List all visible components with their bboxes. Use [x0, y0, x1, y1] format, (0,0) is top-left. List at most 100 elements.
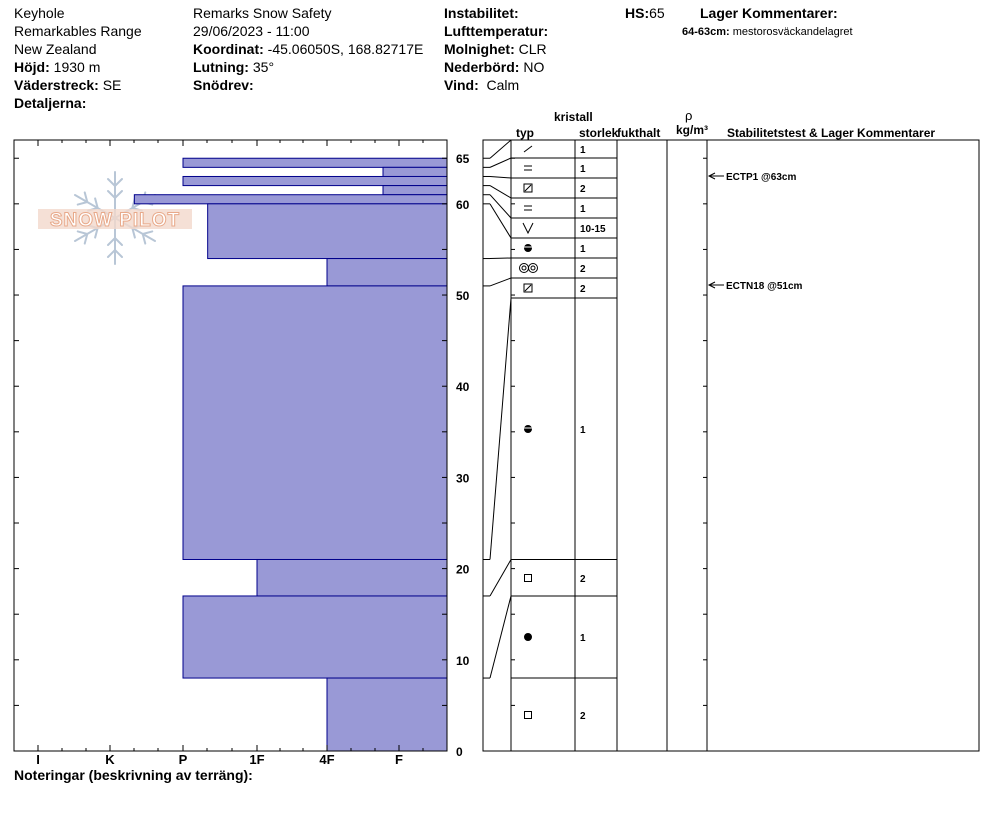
precipitation: Nederbörd: NO: [444, 59, 545, 75]
crystal-size: 1: [580, 425, 586, 436]
sky-cover: Molnighet: CLR: [444, 41, 547, 57]
depth-tick-label: 50: [456, 289, 470, 303]
crystal-size: 1: [580, 633, 586, 644]
hardness-label: I: [36, 752, 40, 767]
square-shape: [524, 574, 532, 582]
country: New Zealand: [14, 41, 97, 57]
crystal-size: 1: [580, 164, 586, 175]
hardness-bar: [326, 677, 448, 752]
snow-height: HS:65: [625, 5, 665, 21]
ring-left-inner: [521, 265, 527, 271]
stability-test-label: ECTN18 @51cm: [726, 281, 803, 292]
hardness-bar: [326, 258, 448, 287]
details: Detaljerna:: [14, 95, 87, 111]
v-stroke: [522, 222, 534, 235]
instability: Instabilitet:: [444, 5, 519, 21]
connector-line: [489, 203, 512, 239]
hardness-bar: [207, 203, 448, 260]
dot-shape: [524, 633, 532, 641]
depth-tick-label: 10: [456, 654, 470, 668]
depth-tick-label: 30: [456, 471, 470, 485]
equal-icon: [524, 205, 532, 211]
col-stability: Stabilitetstest & Lager Kommentarer: [727, 126, 935, 140]
location: Keyhole: [14, 5, 65, 21]
disc: [524, 244, 532, 252]
connector-line: [489, 139, 512, 159]
double-ring-icon: [519, 263, 538, 273]
stability-test-label: ECTP1 @63cm: [726, 172, 796, 183]
depth-tick-label: 65: [456, 152, 470, 166]
depth-tick-label: 0: [456, 745, 463, 759]
crystal-size: 10-15: [580, 224, 606, 235]
logo-banner: [38, 209, 192, 229]
box-diagonal: [524, 184, 532, 192]
disc: [524, 425, 532, 433]
half-disc-icon: [524, 244, 532, 252]
box-slash-icon: [523, 183, 533, 193]
box-diagonal: [524, 284, 532, 292]
crystal-size: 1: [580, 204, 586, 215]
layer-comment-item: 64-63cm: mestorosväckandelagret: [682, 26, 853, 38]
col-density-unit: kg/m³: [676, 123, 708, 137]
range: Remarkables Range: [14, 23, 142, 39]
crystal-size: 1: [580, 244, 586, 255]
hardness-bar: [382, 166, 448, 177]
connector-line: [489, 297, 512, 560]
depth-tick-label: 20: [456, 563, 470, 577]
dot-icon: [524, 633, 532, 641]
slash-stroke: [523, 145, 533, 153]
connector-line: [489, 185, 512, 199]
box: [523, 283, 533, 293]
square-shape: [524, 711, 532, 719]
arrow-left-icon: [707, 281, 716, 289]
crystal-size: 2: [580, 264, 586, 275]
hardness-bar: [256, 558, 448, 597]
observer: Remarks Snow Safety: [193, 5, 332, 21]
hardness-label: K: [105, 752, 115, 767]
col-crystal: kristall: [554, 110, 593, 124]
square-icon: [524, 711, 532, 719]
layer-comments-title: Lager Kommentarer:: [700, 5, 838, 21]
connector-line: [489, 559, 512, 597]
connector-line: [489, 257, 512, 260]
aspect: Väderstreck: SE: [14, 77, 122, 93]
arrow-left-icon: [707, 172, 716, 180]
v-icon: [522, 222, 534, 235]
box-slash-icon: [523, 283, 533, 293]
hardness-bar: [133, 194, 448, 205]
hardness-label: 1F: [249, 752, 264, 767]
hardness-frame: [13, 139, 448, 752]
coordinates: Koordinat: -45.06050S, 168.82717E: [193, 41, 424, 57]
slope: Lutning: 35°: [193, 59, 275, 75]
connector-line: [489, 157, 512, 168]
notes-label: Noteringar (beskrivning av terräng):: [14, 767, 253, 783]
equal-icon: [524, 165, 532, 171]
col-type: typ: [516, 126, 534, 140]
square-icon: [524, 574, 532, 582]
crystal-size: 1: [580, 145, 586, 156]
col-rho: ρ: [685, 108, 692, 123]
connector-line: [489, 277, 512, 287]
hardness-bar: [182, 285, 448, 560]
crystal-size: 2: [580, 574, 586, 585]
crystal-size: 2: [580, 184, 586, 195]
half-disc-icon: [524, 425, 532, 433]
hardness-bar: [182, 595, 448, 679]
connector-line: [489, 595, 512, 679]
wind: Vind: Calm: [444, 77, 520, 93]
datetime: 29/06/2023 - 11:00: [193, 23, 310, 39]
hardness-label: F: [395, 752, 403, 767]
ring-right-inner: [530, 265, 536, 271]
hardness-axis: 0 10 20 30 40 50 60 65 I K P 1F 4F F: [14, 140, 470, 767]
crystal-size: 2: [580, 711, 586, 722]
hardness-label: 4F: [319, 752, 334, 767]
air-temp: Lufttemperatur:: [444, 23, 549, 39]
slash-icon: [523, 145, 533, 153]
table-frame: [482, 139, 980, 752]
hardness-bar: [382, 185, 448, 196]
ring-right-outer: [528, 263, 538, 273]
col-size: storlek: [579, 126, 619, 140]
ring-left-outer: [519, 263, 529, 273]
hardness-bar: [182, 175, 448, 187]
